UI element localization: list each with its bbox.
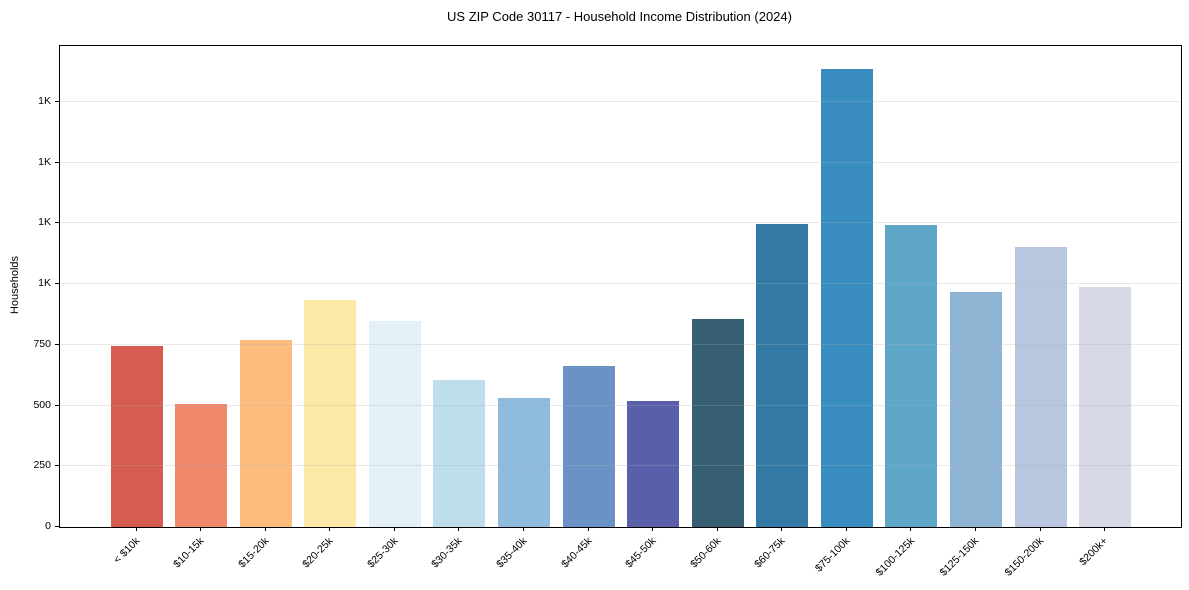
x-tick-label: $40-45k <box>558 535 595 571</box>
bar-11 <box>820 69 873 527</box>
bar-2 <box>239 339 292 527</box>
y-tick-mark <box>55 465 59 467</box>
gridline <box>60 161 1181 163</box>
bar-3 <box>304 299 357 527</box>
gridline <box>60 222 1181 224</box>
bar-13 <box>950 291 1003 527</box>
x-tick-label: $100-125k <box>873 535 917 579</box>
gridline <box>60 343 1181 345</box>
gridline <box>60 404 1181 406</box>
bar-9 <box>691 318 744 527</box>
bar-0 <box>110 346 163 527</box>
y-tick-label: 750 <box>33 337 51 350</box>
y-tick-mark <box>55 222 59 224</box>
x-tick-label: $60-75k <box>752 535 788 571</box>
y-tick-mark <box>55 283 59 285</box>
x-tick-mark <box>393 527 395 531</box>
y-tick-label: 500 <box>33 398 51 411</box>
gridline <box>60 465 1181 467</box>
x-tick-mark <box>264 527 266 531</box>
y-tick-label: 1K <box>38 216 51 229</box>
x-tick-label: $25-30k <box>364 535 401 571</box>
bar-5 <box>433 379 486 527</box>
bar-6 <box>497 398 550 527</box>
x-tick-mark <box>587 527 589 531</box>
bar-4 <box>368 320 421 527</box>
y-tick-mark <box>55 161 59 163</box>
x-tick-mark <box>1039 527 1041 531</box>
x-tick-label: $10-15k <box>171 535 207 571</box>
x-tick-mark <box>135 527 137 531</box>
x-tick-label: $35-40k <box>494 535 530 571</box>
x-tick-mark <box>845 527 847 531</box>
x-tick-label: $50-60k <box>687 535 724 571</box>
x-tick-label: $45-50k <box>623 535 659 571</box>
x-tick-mark <box>522 527 524 531</box>
y-tick-mark <box>55 100 59 102</box>
y-tick-label: 1K <box>38 94 51 107</box>
y-tick-label: 1K <box>38 277 51 290</box>
x-tick-label: $200k+ <box>1077 535 1111 569</box>
y-tick-mark <box>55 343 59 345</box>
x-tick-label: $30-35k <box>429 535 465 571</box>
y-tick-label: 250 <box>33 459 51 472</box>
x-tick-label: $20-25k <box>300 535 336 571</box>
y-tick-mark <box>55 526 59 527</box>
y-tick-label: 1K <box>38 155 51 168</box>
x-tick-label: $150-200k <box>1002 535 1047 579</box>
y-tick-label: 0 <box>45 520 51 532</box>
chart-title: US ZIP Code 30117 - Household Income Dis… <box>447 9 792 24</box>
x-tick-mark <box>910 527 912 531</box>
x-tick-mark <box>200 527 202 531</box>
gridline <box>60 283 1181 285</box>
x-tick-mark <box>458 527 460 531</box>
bar-7 <box>562 365 615 527</box>
bar-10 <box>756 223 809 527</box>
x-tick-label: $125-150k <box>937 535 982 579</box>
bar-8 <box>627 400 680 527</box>
x-tick-mark <box>1104 527 1106 531</box>
plot-area <box>59 45 1182 528</box>
gridline <box>60 100 1181 102</box>
x-tick-label: $15-20k <box>235 535 272 571</box>
y-tick-mark <box>55 404 59 406</box>
bar-15 <box>1079 287 1132 527</box>
bar-14 <box>1014 246 1067 527</box>
x-tick-mark <box>781 527 783 531</box>
x-tick-mark <box>975 527 977 531</box>
x-tick-label: < $10k <box>110 535 142 566</box>
x-tick-mark <box>652 527 654 531</box>
bar-12 <box>885 224 938 527</box>
x-tick-mark <box>716 527 718 531</box>
bar-1 <box>175 404 228 527</box>
x-tick-mark <box>329 527 331 531</box>
x-tick-label: $75-100k <box>812 535 853 575</box>
